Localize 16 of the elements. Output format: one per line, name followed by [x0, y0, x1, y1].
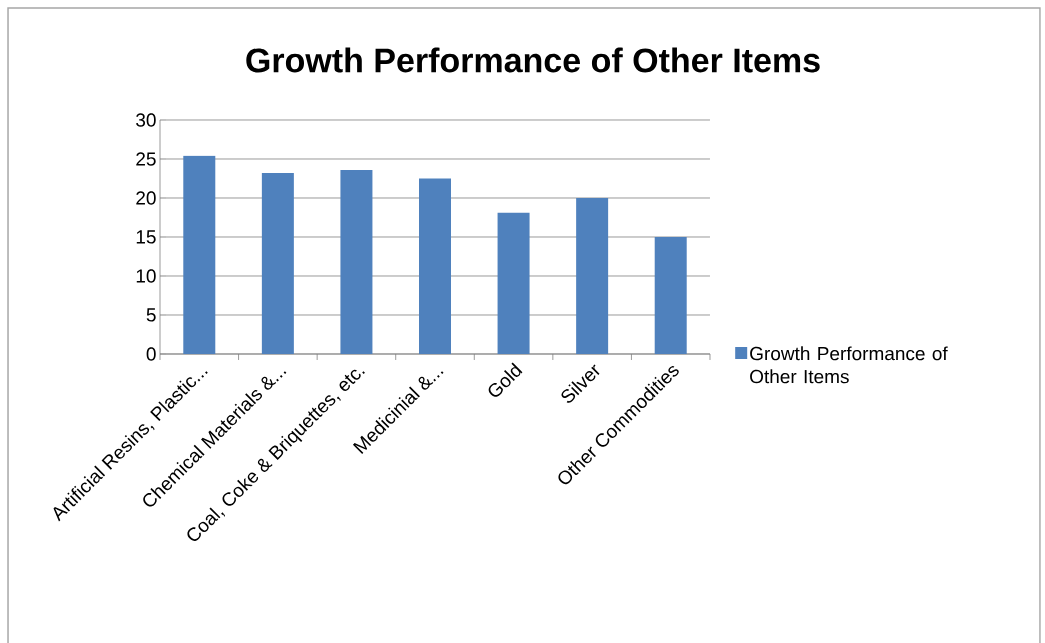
y-tick-label: 15 — [136, 230, 156, 244]
bar — [261, 173, 294, 354]
bar — [497, 212, 530, 354]
y-tick-label: 5 — [146, 308, 156, 322]
bar — [654, 236, 687, 354]
y-tick-label: 25 — [136, 152, 156, 166]
y-tick-label: 20 — [136, 191, 156, 205]
bar — [340, 169, 373, 354]
chart-title: Growth Performance of Other Items — [246, 47, 820, 73]
bar — [576, 197, 609, 354]
y-tick-label: 0 — [146, 347, 156, 361]
legend-label: Growth Performance of Other Items — [750, 346, 948, 384]
bar — [419, 178, 451, 354]
bar — [183, 155, 216, 354]
y-tick-label: 10 — [136, 269, 156, 283]
y-tick-label: 30 — [136, 113, 156, 127]
